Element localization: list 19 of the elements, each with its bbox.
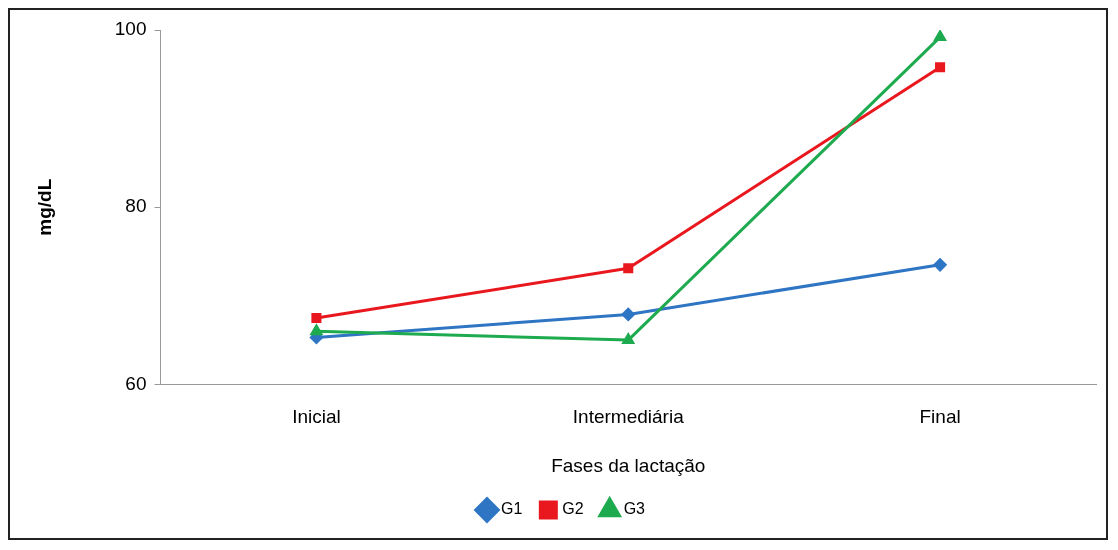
point [310,324,323,336]
point [934,30,946,42]
y-axis-title: mg/dL [33,178,55,236]
point [311,312,322,323]
point [933,258,947,272]
x-tick-label: Final [919,406,961,428]
y-tick-label: 60 [125,372,147,394]
point [935,62,946,73]
point [622,333,635,345]
x-axis-title: Fases da lactação [551,454,706,476]
legend-label: G3 [623,500,646,518]
x-tick-label: Intermediária [572,406,685,428]
y-tick-label: 100 [114,18,147,40]
y-tick-label: 80 [125,195,147,217]
legend-label: G2 [562,500,584,518]
x-tick-label: Inicial [292,406,341,428]
point [623,263,634,274]
legend-label: G1 [500,500,523,518]
point [621,307,635,321]
